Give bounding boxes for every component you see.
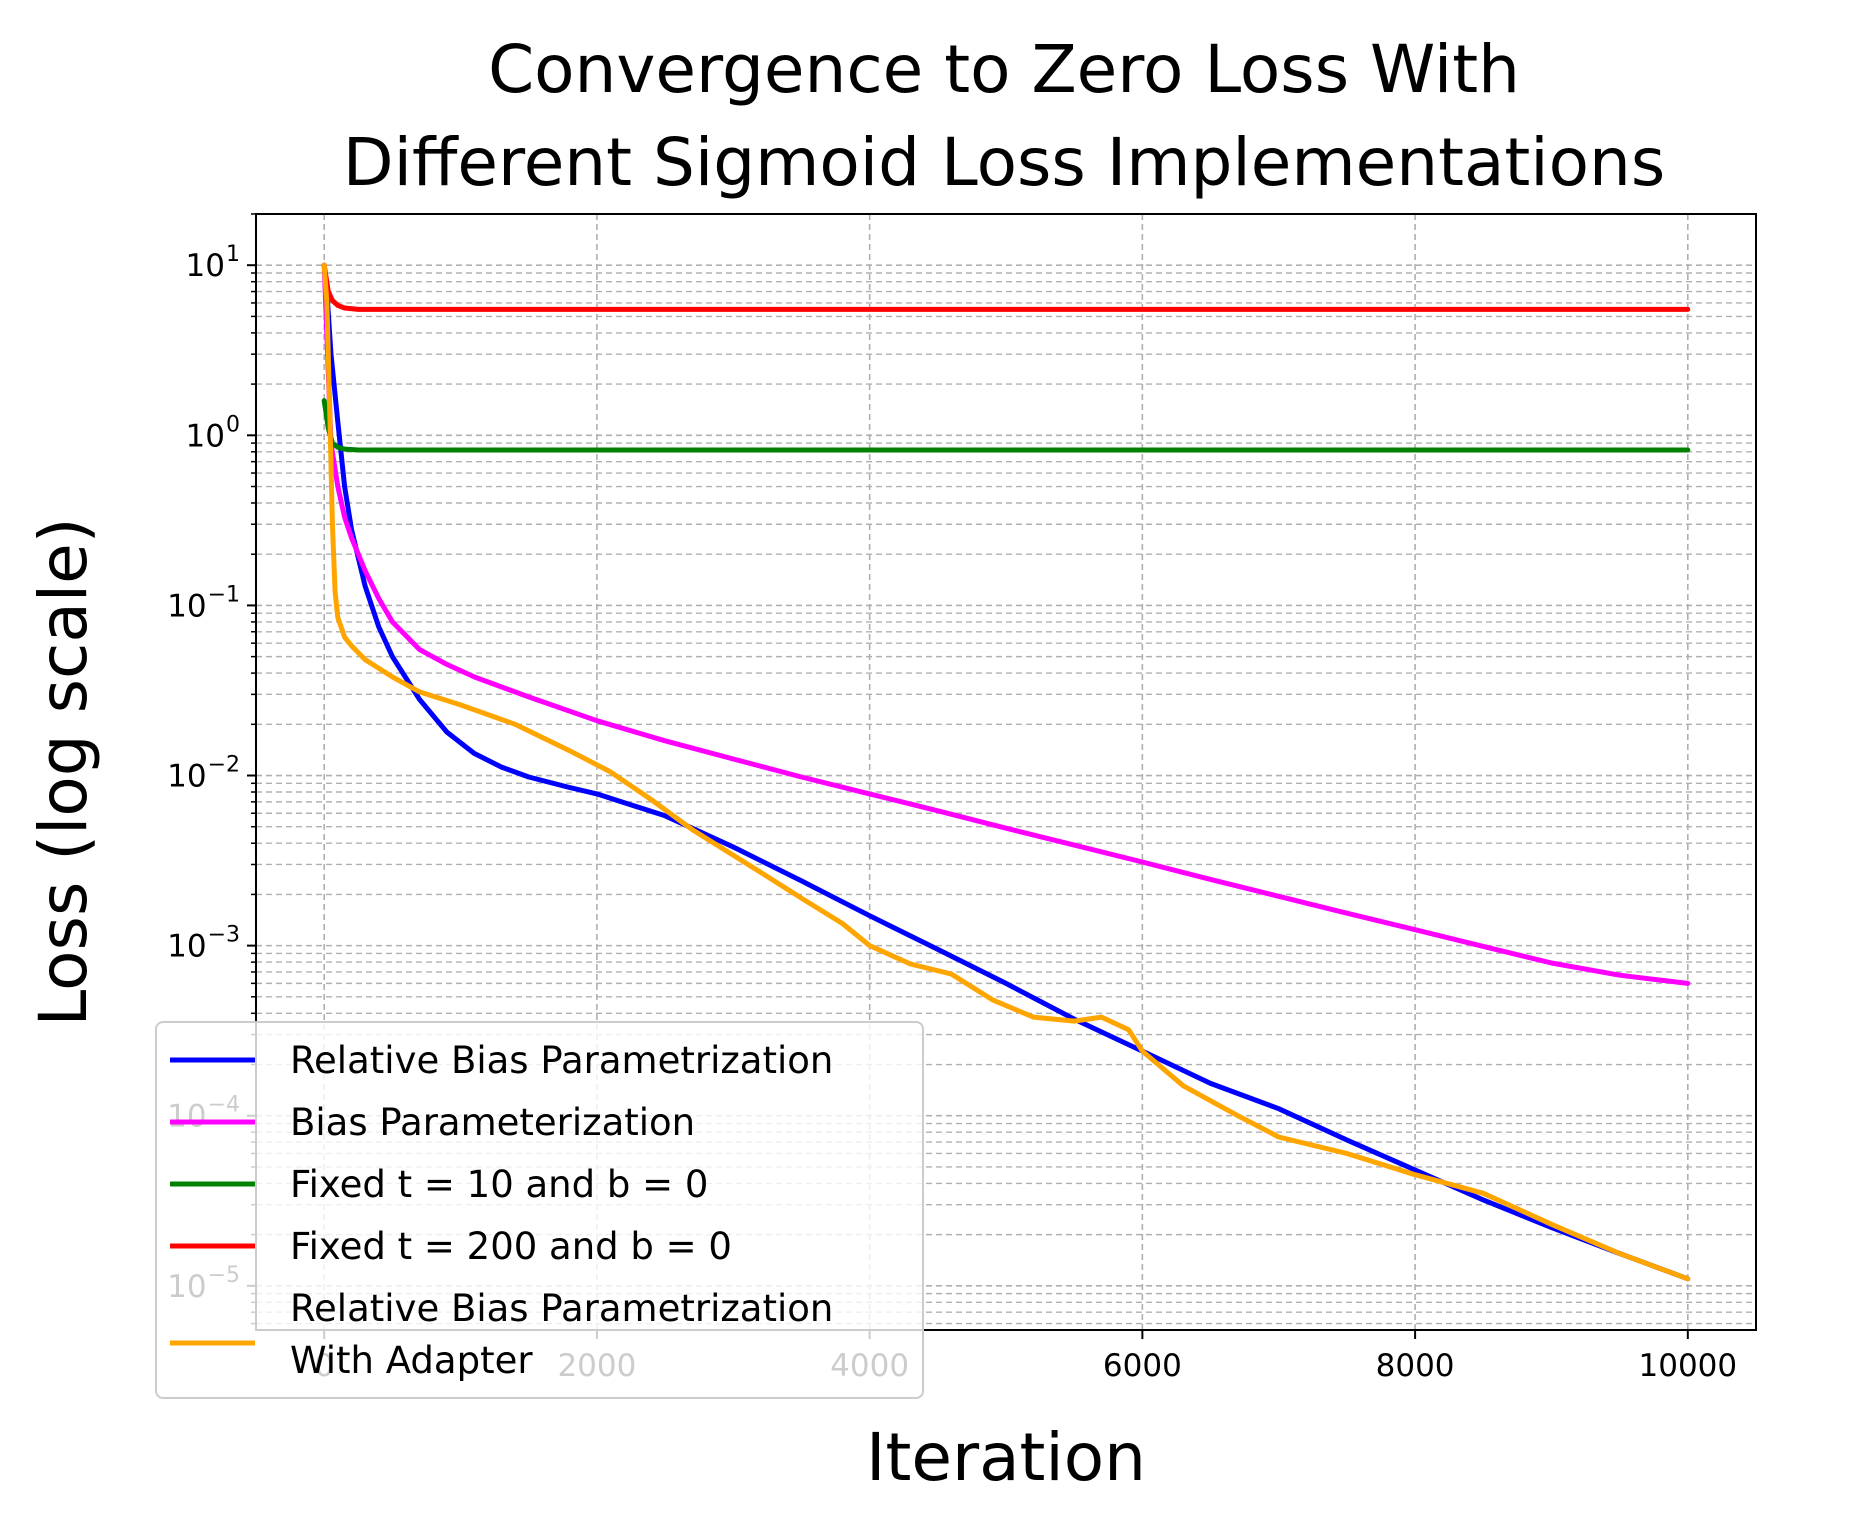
chart-title-line-1: Convergence to Zero Loss With <box>488 31 1520 108</box>
y-axis-label: Loss (log scale) <box>25 518 102 1027</box>
legend-label: Relative Bias Parametrization <box>290 1287 833 1330</box>
y-tick-base: 10 <box>186 248 225 284</box>
x-axis-label: Iteration <box>866 1419 1146 1496</box>
y-tick-base: 10 <box>167 588 206 624</box>
y-tick-exponent: −1 <box>208 582 240 607</box>
y-tick-exponent: −3 <box>208 923 240 948</box>
legend-label: Bias Parameterization <box>290 1101 695 1144</box>
legend-item-1: Relative Bias Parametrization <box>170 1039 833 1082</box>
x-tick-label: 6000 <box>1103 1348 1182 1384</box>
legend-label: Fixed t = 200 and b = 0 <box>290 1225 732 1268</box>
legend-item-3: Fixed t = 10 and b = 0 <box>170 1163 708 1206</box>
y-tick-label: 10 1 <box>186 242 241 284</box>
plot-series <box>321 262 1691 1282</box>
y-tick-label: 10 −2 <box>167 753 240 795</box>
legend-item-5: Relative Bias Parametrization With Adapte… <box>170 1287 833 1382</box>
legend-label: Fixed t = 10 and b = 0 <box>290 1163 708 1206</box>
x-tick-label: 8000 <box>1376 1348 1455 1384</box>
series-line-2 <box>321 262 1691 986</box>
chart-title-line-2: Different Sigmoid Loss Implementations <box>343 124 1665 201</box>
legend-item-2: Bias Parameterization <box>170 1101 695 1144</box>
y-tick-exponent: −2 <box>208 753 240 778</box>
legend-label: Relative Bias Parametrization <box>290 1039 833 1082</box>
legend: Relative Bias Parametrization Bias Parame… <box>155 1021 924 1399</box>
y-tick-exponent: 0 <box>226 412 240 437</box>
y-tick-label: 10 −1 <box>167 582 240 624</box>
legend-label: With Adapter <box>290 1339 533 1382</box>
y-tick-label: 10 −3 <box>167 923 240 965</box>
legend-box <box>155 1021 924 1399</box>
y-tick-base: 10 <box>167 759 206 795</box>
y-tick-exponent: 1 <box>226 242 240 267</box>
plot-frame <box>255 213 1757 1331</box>
x-tick-label: 10000 <box>1639 1348 1738 1384</box>
y-tick-label: 10 0 <box>186 412 241 454</box>
series-line-5 <box>321 262 1691 1282</box>
y-tick-base: 10 <box>167 929 206 965</box>
y-tick-base: 10 <box>186 418 225 454</box>
legend-item-4: Fixed t = 200 and b = 0 <box>170 1225 732 1268</box>
